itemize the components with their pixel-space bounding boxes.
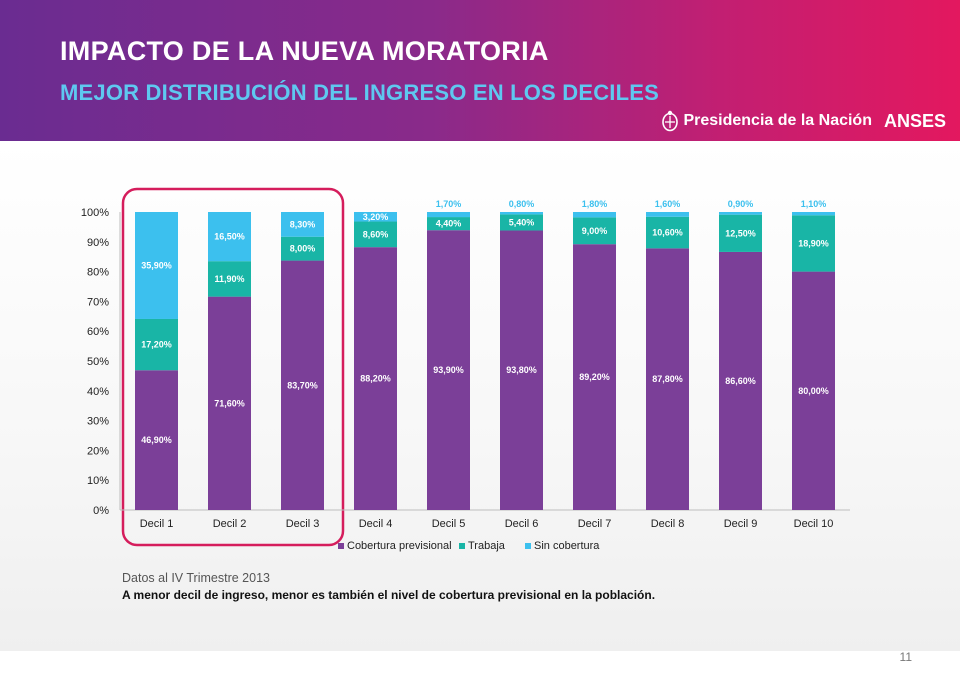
data-label: 17,20% bbox=[141, 340, 172, 350]
data-label: 83,70% bbox=[287, 380, 318, 390]
stacked-bar-chart: 0% 10% 20% 30% 40% 50% 60% 70% 80% 90% 100% 46,90% 1… bbox=[81, 187, 850, 552]
conclusion-text: A menor decil de ingreso, menor es tambi… bbox=[122, 588, 656, 602]
data-label: 0,80% bbox=[509, 199, 535, 209]
data-note: Datos al IV Trimestre 2013 bbox=[122, 571, 270, 585]
data-label: 1,80% bbox=[582, 199, 608, 209]
national-seal-icon bbox=[662, 110, 679, 132]
data-label: 18,90% bbox=[798, 238, 829, 248]
legend-label: Trabaja bbox=[468, 540, 506, 552]
brand-block: Presidencia de la Nación ANSES bbox=[661, 110, 946, 132]
y-tick-label: 50% bbox=[87, 356, 109, 368]
bar-segment bbox=[719, 214, 762, 252]
x-tick-label: Decil 7 bbox=[578, 518, 612, 530]
data-label: 46,90% bbox=[141, 435, 172, 445]
bar-segment bbox=[427, 217, 470, 231]
bar-segment bbox=[135, 212, 178, 319]
data-label: 8,60% bbox=[363, 229, 389, 239]
data-label: 35,90% bbox=[141, 260, 172, 270]
data-label: 3,20% bbox=[363, 212, 389, 222]
bar-segment bbox=[573, 212, 616, 218]
legend-swatch bbox=[338, 543, 344, 549]
legend-swatch bbox=[525, 543, 531, 549]
page-subtitle: MEJOR DISTRIBUCIÓN DEL INGRESO EN LOS DE… bbox=[60, 80, 659, 105]
x-tick-label: Decil 3 bbox=[286, 518, 320, 530]
page-number: 11 bbox=[899, 650, 912, 664]
x-tick-label: Decil 8 bbox=[651, 518, 685, 530]
bar-segment bbox=[427, 230, 470, 510]
data-label: 0,90% bbox=[728, 199, 754, 209]
y-tick-label: 90% bbox=[87, 237, 109, 249]
legend-label: Sin cobertura bbox=[534, 540, 600, 552]
x-tick-label: Decil 2 bbox=[213, 518, 247, 530]
y-tick-label: 100% bbox=[81, 207, 109, 219]
bar-segment bbox=[500, 214, 543, 231]
bar-segment bbox=[719, 251, 762, 510]
data-label: 89,20% bbox=[579, 372, 610, 382]
bar-segment bbox=[208, 212, 251, 262]
data-label: 4,40% bbox=[436, 219, 462, 229]
data-label: 93,90% bbox=[433, 365, 464, 375]
bar-segment bbox=[354, 221, 397, 248]
header-banner: IMPACTO DE LA NUEVA MORATORIA MEJOR DIST… bbox=[0, 0, 960, 141]
bar-segment bbox=[573, 217, 616, 245]
data-label: 87,80% bbox=[652, 374, 683, 384]
bar-segment bbox=[500, 212, 543, 215]
data-label: 16,50% bbox=[214, 232, 245, 242]
y-tick-label: 0% bbox=[93, 505, 109, 517]
data-label: 71,60% bbox=[214, 398, 245, 408]
data-label: 88,20% bbox=[360, 374, 391, 384]
y-tick-label: 70% bbox=[87, 296, 109, 308]
bar-segment bbox=[135, 318, 178, 371]
bar-segment bbox=[354, 247, 397, 510]
y-tick-label: 30% bbox=[87, 416, 109, 428]
data-label: 1,70% bbox=[436, 199, 462, 209]
data-label: 8,00% bbox=[290, 244, 316, 254]
bar-segment bbox=[646, 216, 689, 249]
data-label: 93,80% bbox=[506, 365, 537, 375]
bar-segment bbox=[792, 271, 835, 510]
bar-segment bbox=[281, 212, 324, 237]
x-tick-label: Decil 9 bbox=[724, 518, 758, 530]
bar-segment bbox=[427, 212, 470, 218]
bar-segment bbox=[646, 248, 689, 510]
data-label: 11,90% bbox=[214, 274, 244, 284]
data-label: 8,30% bbox=[290, 219, 316, 229]
page-title: IMPACTO DE LA NUEVA MORATORIA bbox=[60, 36, 549, 66]
bar-segment bbox=[354, 212, 397, 222]
y-tick-label: 80% bbox=[87, 267, 109, 279]
legend-label: Cobertura previsional bbox=[347, 540, 452, 552]
data-label: 9,00% bbox=[582, 226, 608, 236]
bar-segment bbox=[281, 236, 324, 261]
x-tick-label: Decil 5 bbox=[432, 518, 466, 530]
bar-segment bbox=[135, 370, 178, 510]
bar-segment bbox=[208, 261, 251, 297]
x-tick-label: Decil 1 bbox=[140, 518, 174, 530]
bar-segment bbox=[208, 296, 251, 510]
data-label: 12,50% bbox=[725, 228, 756, 238]
y-tick-label: 20% bbox=[87, 445, 109, 457]
bar-segment bbox=[719, 212, 762, 215]
legend-swatch bbox=[459, 543, 465, 549]
data-label: 5,40% bbox=[509, 217, 535, 227]
data-label: 1,10% bbox=[801, 199, 827, 209]
data-label: 1,60% bbox=[655, 199, 681, 209]
presidencia-logo-text: Presidencia de la Nación bbox=[683, 112, 872, 129]
data-label: 10,60% bbox=[652, 228, 683, 238]
bar-segment bbox=[646, 212, 689, 217]
highlight-box bbox=[121, 187, 345, 547]
bar-segment bbox=[792, 212, 835, 216]
x-tick-label: Decil 4 bbox=[359, 518, 393, 530]
bar-segment bbox=[500, 230, 543, 510]
data-label: 86,60% bbox=[725, 376, 756, 386]
x-tick-label: Decil 10 bbox=[794, 518, 834, 530]
bar-segment bbox=[281, 260, 324, 510]
x-tick-label: Decil 6 bbox=[505, 518, 539, 530]
data-label: 80,00% bbox=[798, 386, 829, 396]
bar-segment bbox=[792, 215, 835, 272]
bar-segment bbox=[573, 244, 616, 510]
y-tick-label: 40% bbox=[87, 386, 109, 398]
y-tick-label: 10% bbox=[87, 475, 109, 487]
y-tick-label: 60% bbox=[87, 326, 109, 338]
anses-logo-text: ANSES bbox=[883, 110, 946, 131]
